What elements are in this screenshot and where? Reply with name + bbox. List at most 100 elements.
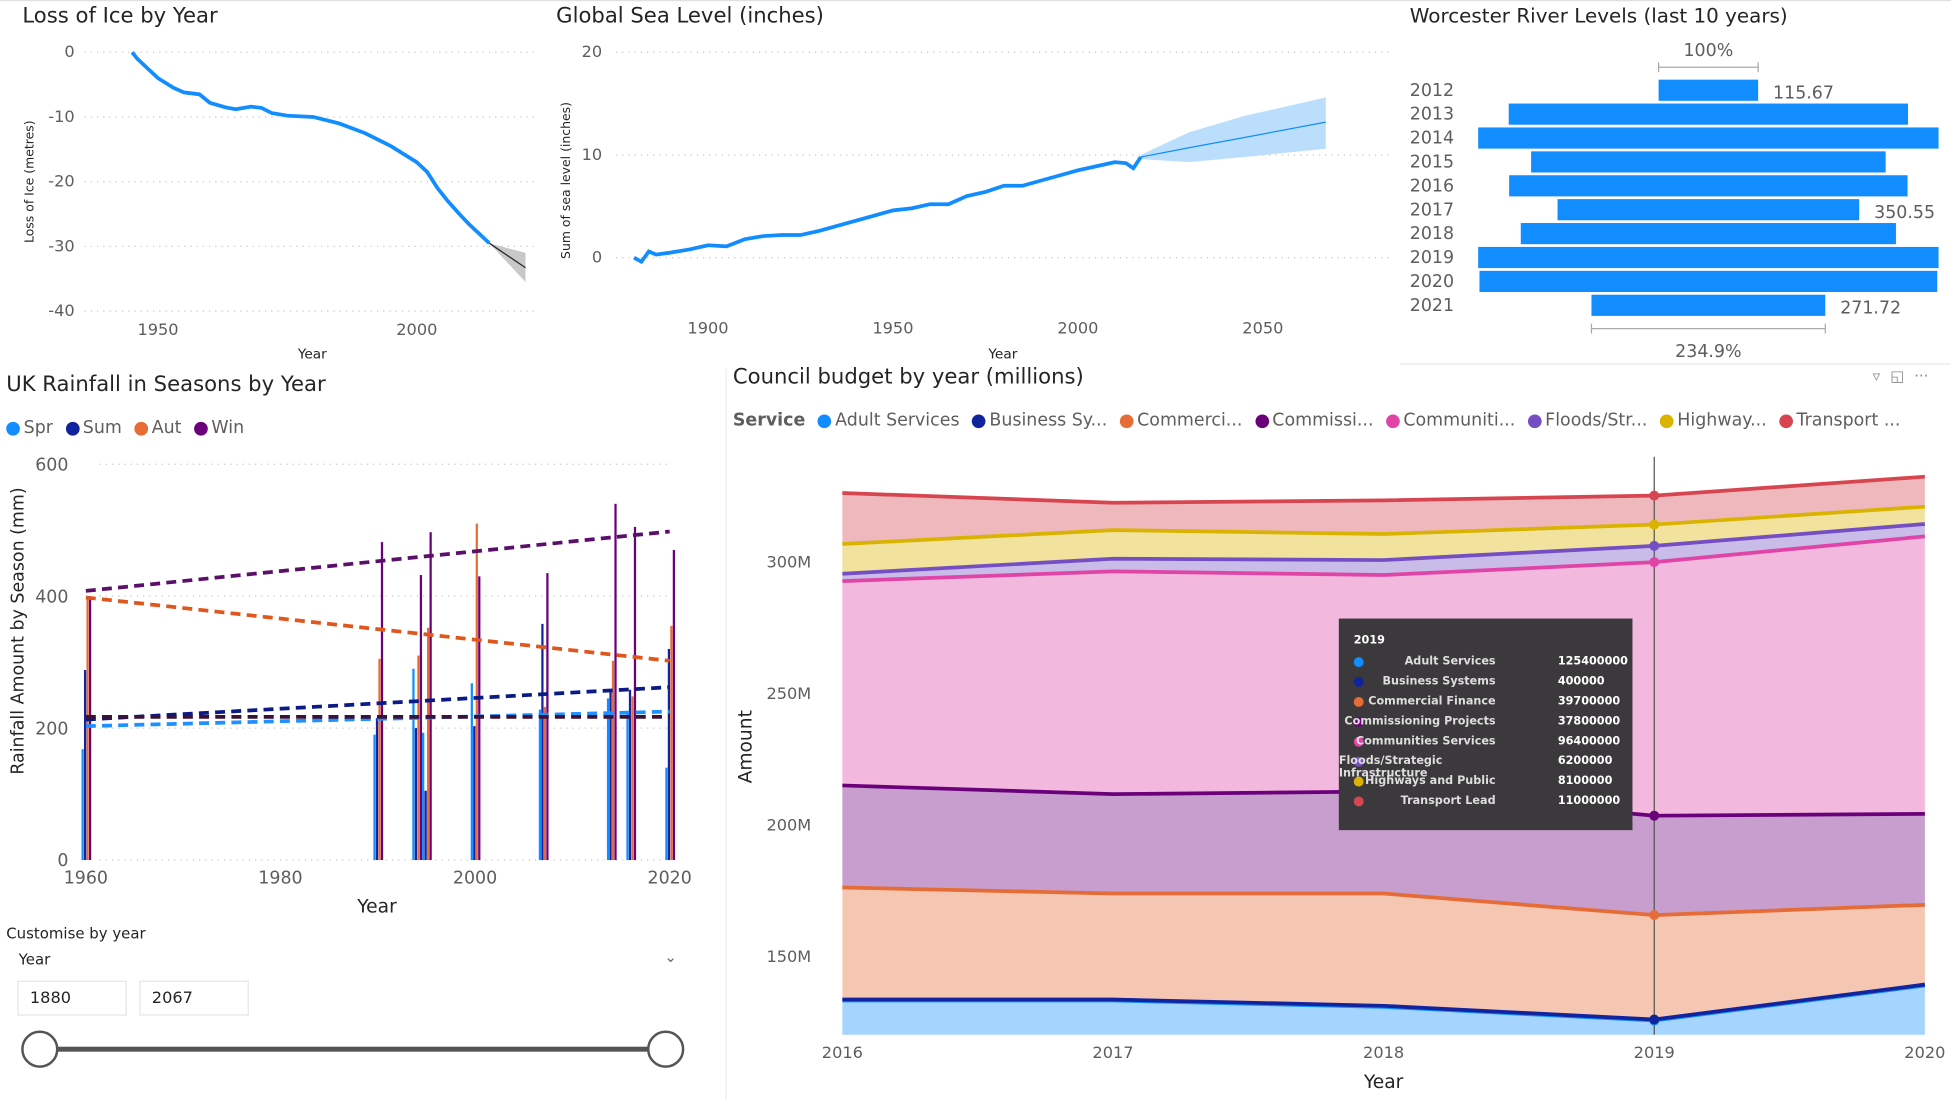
legend-item[interactable]: Business Sy...	[971, 411, 1107, 431]
legend-item[interactable]: Win	[193, 418, 244, 438]
funnel-bar[interactable]	[1557, 199, 1860, 221]
rain-bar-aut[interactable]	[378, 658, 381, 861]
rain-bar-aut[interactable]	[611, 660, 615, 861]
rain-bar-aut[interactable]	[475, 523, 478, 861]
tooltip-row: Commercial Finance 39700000	[1339, 696, 1633, 713]
funnel-bar[interactable]	[1591, 294, 1826, 316]
filter-icon[interactable]: ▿	[1872, 367, 1881, 385]
rain-bar-aut[interactable]	[427, 627, 430, 861]
funnel-bar[interactable]	[1479, 270, 1938, 292]
rain-bar-sum[interactable]	[628, 689, 632, 861]
legend-item[interactable]: Floods/Str...	[1527, 411, 1647, 431]
tick-label: -10	[48, 107, 74, 126]
rain-bar-sum[interactable]	[541, 623, 544, 861]
tooltip-marker	[1353, 696, 1364, 707]
tooltip-marker	[1353, 677, 1364, 688]
tick-label: 1960	[64, 869, 108, 889]
rain-bar-aut[interactable]	[543, 706, 547, 861]
tooltip-label: Business Systems	[1382, 675, 1496, 689]
legend-item[interactable]: Adult Services	[817, 411, 960, 431]
focus-mode-icon[interactable]: ◱	[1890, 367, 1905, 385]
rain-bar-aut[interactable]	[86, 597, 89, 861]
top-border	[0, 0, 1951, 2]
funnel-bar[interactable]	[1508, 103, 1909, 125]
funnel-bar[interactable]	[1509, 175, 1908, 197]
rain-bar-win[interactable]	[380, 542, 384, 861]
funnel-bar[interactable]	[1478, 246, 1939, 269]
category-label: 2018	[1410, 224, 1454, 244]
slider-end-handle[interactable]	[647, 1030, 685, 1068]
y-axis-title: Loss of Ice (metres)	[22, 120, 37, 243]
legend-marker	[1385, 413, 1400, 428]
divider	[725, 368, 727, 1099]
hover-point	[1649, 910, 1660, 921]
rain-bar-sum[interactable]	[375, 718, 379, 861]
rain-bar-sum[interactable]	[424, 790, 427, 861]
category-label: 2012	[1410, 81, 1454, 101]
tick-label: 1950	[137, 320, 178, 339]
more-options-icon[interactable]: ···	[1914, 367, 1929, 385]
rain-bar-win[interactable]	[429, 532, 432, 861]
funnel-bar[interactable]	[1478, 127, 1939, 149]
tick-label: 2020	[1904, 1043, 1945, 1062]
slider-start-handle[interactable]	[21, 1030, 59, 1068]
rain-bar-spr[interactable]	[412, 668, 415, 861]
bracket	[1590, 323, 1826, 334]
forecast-band	[1140, 97, 1326, 163]
data-label: 115.67	[1773, 83, 1834, 103]
start-year-input[interactable]: 1880	[17, 980, 127, 1016]
tick-label: 2017	[1092, 1043, 1133, 1062]
funnel-bar[interactable]	[1520, 223, 1896, 245]
rain-bar-spr[interactable]	[470, 683, 473, 861]
funnel-bar[interactable]	[1531, 151, 1886, 173]
legend-item[interactable]: Transport ...	[1779, 411, 1900, 431]
tooltip-value: 96400000	[1557, 735, 1621, 749]
rain-bar-sum[interactable]	[83, 670, 87, 861]
tick-label: 2000	[1057, 319, 1098, 338]
chevron-down-icon[interactable]: ⌄	[664, 948, 677, 966]
slider-track[interactable]	[41, 1046, 666, 1052]
legend-item[interactable]: Aut	[134, 418, 182, 438]
forecast-band	[489, 243, 526, 283]
rain-bar-spr[interactable]	[606, 698, 610, 861]
funnel-bar[interactable]	[1658, 79, 1759, 101]
y-axis-title: Rainfall Amount by Season (mm)	[9, 487, 29, 774]
rain-bar-win[interactable]	[88, 596, 92, 861]
legend-item[interactable]: Communiti...	[1385, 411, 1515, 431]
rain-bar-win[interactable]	[614, 503, 617, 861]
end-year-input[interactable]: 2067	[139, 980, 249, 1016]
rain-bar-spr[interactable]	[626, 713, 629, 861]
rain-bar-aut[interactable]	[417, 655, 420, 861]
rain-bar-aut[interactable]	[631, 696, 634, 861]
tick-label: 400	[35, 587, 68, 607]
rain-bar-spr[interactable]	[538, 709, 542, 861]
rain-bar-aut[interactable]	[670, 625, 673, 861]
legend-item[interactable]: Commissi...	[1254, 411, 1373, 431]
rain-bar-spr[interactable]	[665, 767, 668, 861]
rain-bar-win[interactable]	[419, 575, 423, 861]
legend-item[interactable]: Spr	[6, 418, 53, 438]
divider	[1399, 363, 1951, 365]
tooltip-value: 39700000	[1557, 695, 1621, 709]
rain-bar-spr[interactable]	[422, 732, 425, 861]
tooltip-marker	[1353, 716, 1364, 727]
x-axis-title: Year	[297, 346, 327, 362]
rain-bar-sum[interactable]	[667, 648, 671, 861]
tooltip-value: 400000	[1557, 675, 1605, 689]
tooltip-marker	[1353, 776, 1364, 787]
slicer-title: Customise by year	[6, 924, 146, 943]
legend-item[interactable]: Commerci...	[1119, 411, 1242, 431]
rain-bar-spr[interactable]	[373, 734, 376, 861]
rain-bar-sum[interactable]	[609, 691, 612, 861]
rain-bar-win[interactable]	[672, 549, 676, 861]
rain-bar-spr[interactable]	[81, 749, 84, 861]
rain-bar-win[interactable]	[633, 526, 637, 861]
bottom-percent-label: 234.9%	[1675, 342, 1741, 362]
rain-bar-sum[interactable]	[473, 726, 476, 861]
legend-label: Highway...	[1677, 410, 1767, 431]
rain-bar-sum[interactable]	[414, 728, 418, 861]
legend-item[interactable]: Sum	[65, 418, 122, 438]
tick-label: 20	[582, 42, 603, 61]
legend-item[interactable]: Highway...	[1659, 410, 1767, 431]
